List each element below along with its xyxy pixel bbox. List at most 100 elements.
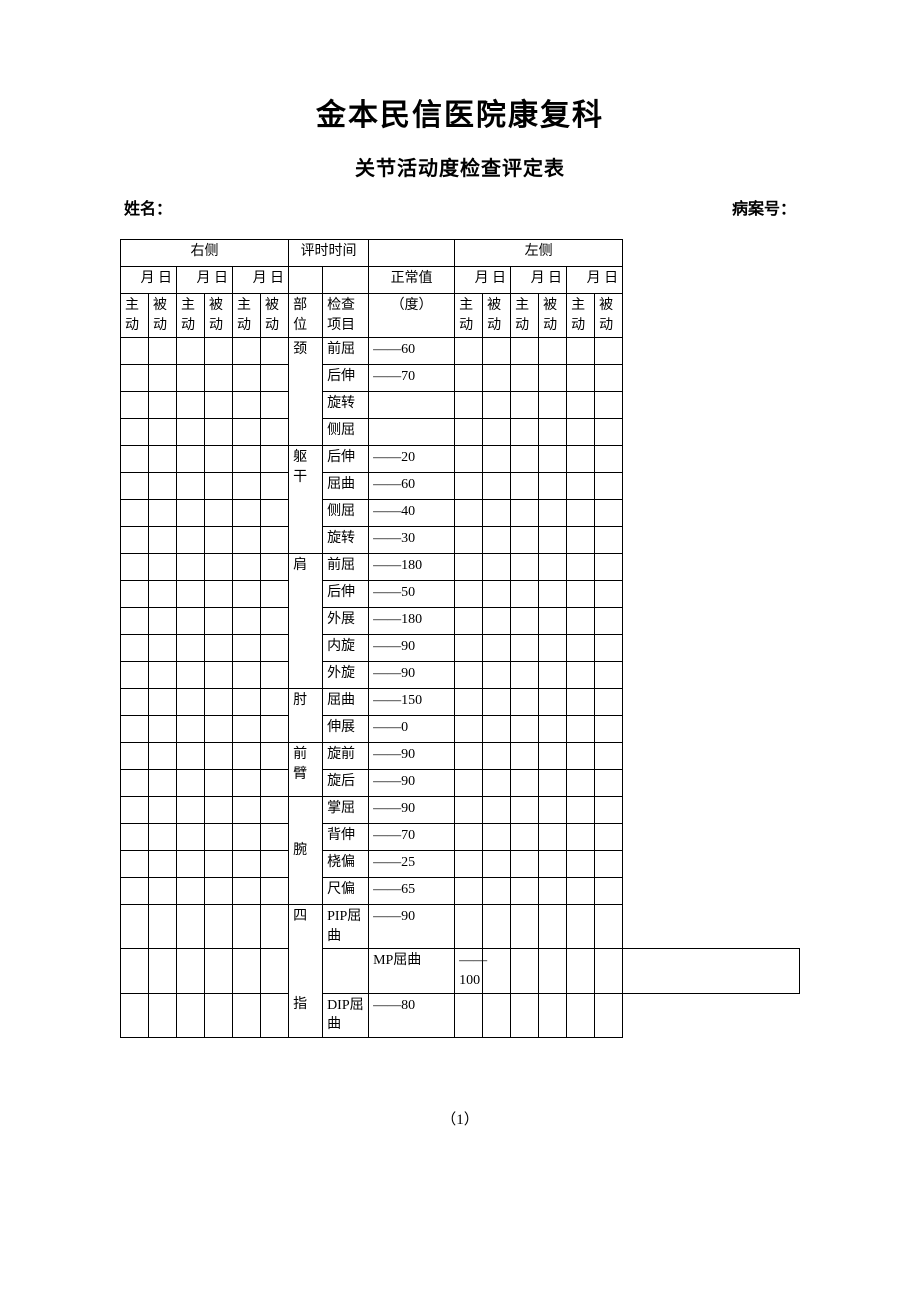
data-cell — [455, 743, 483, 770]
data-cell — [233, 797, 261, 824]
data-cell — [261, 473, 289, 500]
data-cell — [261, 824, 289, 851]
data-cell — [567, 993, 595, 1037]
exam-item-cell: 后伸 — [323, 581, 369, 608]
normal-value-cell: ——30 — [369, 527, 455, 554]
data-cell — [483, 662, 511, 689]
page-subtitle: 关节活动度检查评定表 — [120, 152, 800, 181]
data-cell — [261, 949, 289, 993]
data-cell — [261, 338, 289, 365]
data-cell — [177, 689, 205, 716]
data-cell — [177, 635, 205, 662]
header-date: 月 日 — [567, 267, 623, 294]
data-cell — [205, 338, 233, 365]
exam-item-cell: 后伸 — [323, 365, 369, 392]
data-cell — [567, 365, 595, 392]
data-cell — [539, 797, 567, 824]
data-cell — [483, 635, 511, 662]
data-cell — [483, 446, 511, 473]
data-cell — [567, 689, 595, 716]
header-passive: 被动 — [205, 294, 233, 338]
exam-item-cell: 旋后 — [323, 770, 369, 797]
data-cell — [539, 716, 567, 743]
body-part-cell: 躯干 — [289, 446, 323, 554]
data-cell — [205, 949, 233, 993]
data-cell — [233, 743, 261, 770]
data-cell — [149, 662, 177, 689]
header-active: 主动 — [455, 294, 483, 338]
header-exam-item: 检查项目 — [323, 294, 369, 338]
data-cell — [261, 608, 289, 635]
data-cell — [539, 608, 567, 635]
body-part-cell: 肩 — [289, 554, 323, 689]
normal-value-cell: ——90 — [369, 662, 455, 689]
data-cell — [205, 689, 233, 716]
data-cell — [121, 473, 149, 500]
data-cell — [149, 554, 177, 581]
data-cell — [595, 473, 623, 500]
data-cell — [511, 716, 539, 743]
exam-item-cell: 内旋 — [323, 635, 369, 662]
data-cell — [149, 824, 177, 851]
data-cell — [595, 716, 623, 743]
body-part-cell: 腕 — [289, 797, 323, 905]
data-cell — [205, 878, 233, 905]
exam-item-cell: 屈曲 — [323, 689, 369, 716]
data-cell — [149, 635, 177, 662]
data-cell — [483, 716, 511, 743]
data-cell — [261, 743, 289, 770]
data-cell — [205, 770, 233, 797]
data-cell — [233, 689, 261, 716]
exam-item-cell: PIP屈曲 — [323, 905, 369, 949]
data-cell — [455, 338, 483, 365]
data-cell — [567, 716, 595, 743]
header-right-side: 右侧 — [121, 240, 289, 267]
data-cell — [455, 365, 483, 392]
data-cell — [205, 473, 233, 500]
data-cell — [149, 905, 177, 949]
data-cell — [483, 608, 511, 635]
data-cell — [149, 527, 177, 554]
data-cell — [567, 392, 595, 419]
data-cell — [205, 743, 233, 770]
data-cell — [121, 716, 149, 743]
data-cell — [595, 581, 623, 608]
data-cell — [511, 824, 539, 851]
normal-value-cell: ——70 — [369, 824, 455, 851]
normal-value-cell: ——90 — [369, 770, 455, 797]
data-cell — [539, 419, 567, 446]
normal-value-cell: ——90 — [369, 905, 455, 949]
data-cell — [539, 473, 567, 500]
data-cell — [261, 419, 289, 446]
data-cell — [455, 500, 483, 527]
exam-item-cell: 侧屈 — [323, 500, 369, 527]
header-passive: 被动 — [595, 294, 623, 338]
exam-item-cell: 侧屈 — [323, 419, 369, 446]
data-cell — [233, 500, 261, 527]
data-cell — [539, 581, 567, 608]
data-cell — [595, 500, 623, 527]
data-cell — [205, 608, 233, 635]
data-cell — [567, 770, 595, 797]
data-cell — [483, 581, 511, 608]
normal-value-cell — [369, 392, 455, 419]
data-cell — [233, 392, 261, 419]
data-cell — [539, 635, 567, 662]
data-cell — [121, 878, 149, 905]
header-left-side: 左侧 — [455, 240, 623, 267]
data-cell — [233, 608, 261, 635]
data-cell — [483, 689, 511, 716]
data-cell — [205, 716, 233, 743]
data-cell — [233, 662, 261, 689]
data-cell — [121, 581, 149, 608]
data-cell — [149, 851, 177, 878]
data-cell — [177, 878, 205, 905]
data-cell — [149, 365, 177, 392]
data-cell — [261, 392, 289, 419]
data-cell — [595, 527, 623, 554]
data-cell — [205, 392, 233, 419]
header-active: 主动 — [177, 294, 205, 338]
data-cell — [205, 581, 233, 608]
data-cell — [567, 905, 595, 949]
data-cell — [455, 770, 483, 797]
